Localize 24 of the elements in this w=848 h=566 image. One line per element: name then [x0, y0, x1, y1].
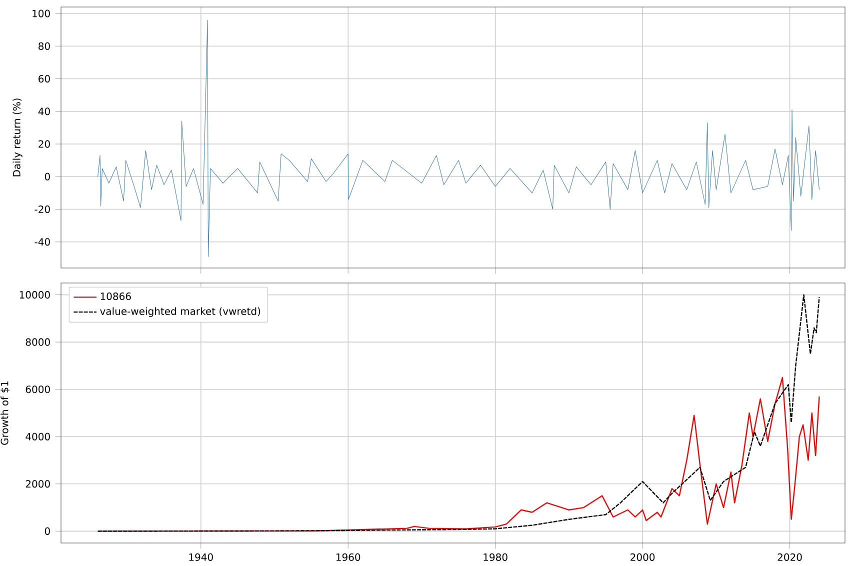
- y-axis-title: Daily return (%): [12, 98, 22, 176]
- line-series: [97, 294, 820, 532]
- y-tick-label: 80: [38, 42, 50, 50]
- y-tick-label: 4000: [26, 432, 50, 440]
- legend-label: 10866: [100, 292, 131, 300]
- y-axis-title: Growth of $1: [0, 381, 10, 445]
- y-tick-label: 6000: [26, 386, 50, 394]
- y-tick-label: 10000: [20, 291, 50, 299]
- y-tick-label: 100: [32, 10, 50, 18]
- y-tick-label: 8000: [26, 338, 50, 346]
- legend-label: value-weighted market (vwretd): [100, 307, 260, 317]
- y-tick-label: -20: [34, 205, 50, 214]
- y-tick-label: 60: [38, 74, 50, 83]
- x-tick-label: 1980: [484, 553, 508, 561]
- x-tick-label: 1960: [336, 553, 360, 561]
- x-tick-label: 2000: [630, 553, 655, 561]
- x-tick-label: 2020: [778, 553, 802, 561]
- y-tick-label: 20: [38, 140, 50, 148]
- y-tick-label: 0: [44, 172, 50, 180]
- y-tick-label: 0: [44, 527, 50, 535]
- y-tick-label: 40: [38, 108, 50, 116]
- y-tick-label: -40: [34, 238, 50, 246]
- y-tick-label: 2000: [26, 480, 50, 488]
- x-tick-label: 1940: [189, 553, 213, 561]
